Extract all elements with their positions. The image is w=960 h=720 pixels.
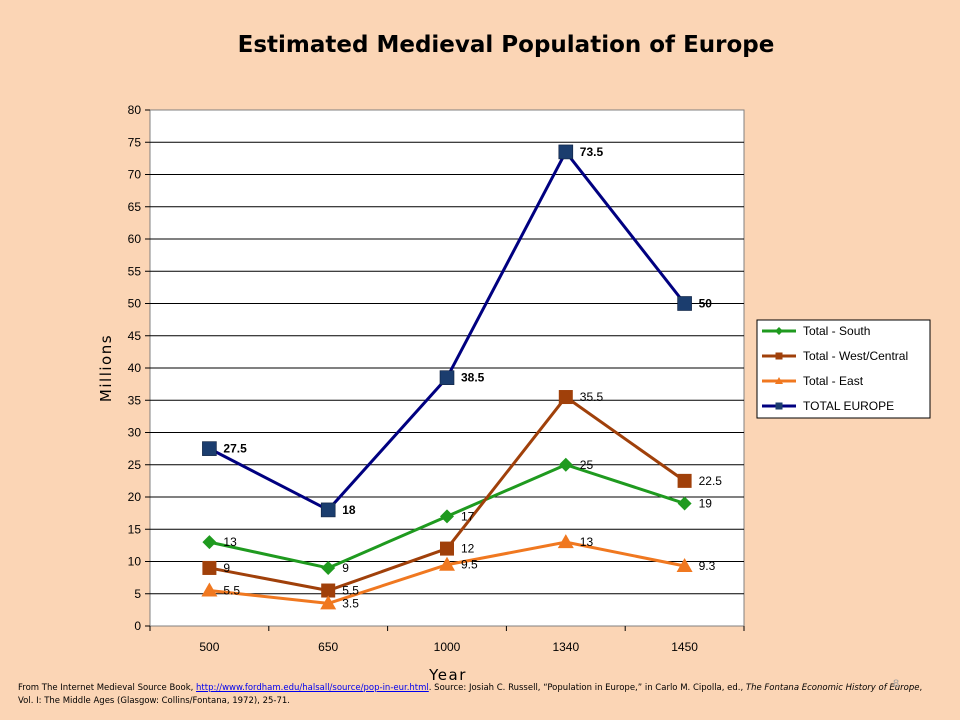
citation-suffix: , Vol. I: The Middle Ages (Glasgow: Coll… <box>18 683 923 706</box>
data-point <box>321 560 336 575</box>
y-tick-label: 15 <box>128 522 142 536</box>
x-tick-label: 650 <box>318 640 338 654</box>
x-axis-title: Year <box>428 666 467 684</box>
legend-label: Total - West/Central <box>803 349 908 363</box>
series-total-west-central <box>202 390 692 598</box>
y-tick-label: 0 <box>134 619 141 633</box>
y-tick-label: 80 <box>128 103 142 117</box>
data-point <box>677 496 692 511</box>
x-tick-label: 1340 <box>552 640 579 654</box>
data-label: 19 <box>699 496 713 510</box>
y-tick-label: 75 <box>128 135 142 149</box>
data-point <box>321 583 336 598</box>
y-tick-label: 30 <box>128 426 142 440</box>
data-label: 73.5 <box>580 145 604 159</box>
x-tick-label: 1000 <box>434 640 461 654</box>
data-label: 12 <box>461 542 475 556</box>
data-point <box>440 509 454 524</box>
chart-title: Estimated Medieval Population of Europe <box>237 32 775 58</box>
data-label: 13 <box>580 535 594 549</box>
data-point <box>439 556 455 571</box>
y-tick-label: 20 <box>128 490 142 504</box>
data-label: 38.5 <box>461 371 485 385</box>
data-label: 5.5 <box>342 584 359 598</box>
legend: Total - South Total - West/Central Total -… <box>756 319 931 419</box>
y-tick-label: 40 <box>128 361 142 375</box>
data-label: 27.5 <box>223 442 247 456</box>
y-tick-label: 35 <box>128 393 142 407</box>
y-tick-label: 5 <box>134 587 141 601</box>
y-tick-label: 10 <box>128 555 142 569</box>
y-axis-title: Millions <box>97 334 115 402</box>
citation-middle: . Source: Josiah C. Russell, “Population… <box>428 683 746 693</box>
data-label: 9 <box>223 561 230 575</box>
data-point <box>677 296 692 311</box>
series-total-europe <box>202 144 692 518</box>
y-tick-label: 70 <box>128 168 142 182</box>
series-total-south <box>202 457 692 575</box>
legend-marker <box>775 377 783 384</box>
y-tick-label: 45 <box>128 329 142 343</box>
data-label: 9.3 <box>699 559 716 573</box>
data-point <box>558 390 573 405</box>
data-label: 22.5 <box>699 474 723 488</box>
page-number: 8 <box>893 678 900 690</box>
legend-marker <box>775 327 783 335</box>
data-point <box>676 558 693 573</box>
data-point <box>202 535 217 550</box>
data-label: 35.5 <box>580 390 604 404</box>
y-tick-label: 25 <box>128 458 142 472</box>
data-point <box>440 541 454 556</box>
data-label: 13 <box>223 535 237 549</box>
data-label: 18 <box>342 503 356 517</box>
data-label: 9.5 <box>461 558 478 572</box>
data-point <box>202 441 217 456</box>
source-link[interactable]: http://www.fordham.edu/halsall/source/po… <box>196 683 429 693</box>
source-citation: From The Internet Medieval Source Book, … <box>18 682 938 708</box>
data-point <box>557 534 574 549</box>
data-point <box>439 370 455 385</box>
legend-label: TOTAL EUROPE <box>803 399 894 413</box>
y-tick-label: 55 <box>128 264 142 278</box>
data-label: 50 <box>699 297 713 311</box>
y-tick-label: 50 <box>128 297 142 311</box>
data-labels: 13917251995.51235.522.55.53.59.5139.327.… <box>223 145 723 610</box>
data-point <box>201 582 218 597</box>
data-point <box>558 144 574 160</box>
citation-book-title: The Fontana Economic History of Europe <box>745 683 920 693</box>
x-tick-label: 1450 <box>671 640 698 654</box>
data-point <box>320 502 336 518</box>
legend-label: Total - South <box>803 324 870 338</box>
data-label: 25 <box>580 458 594 472</box>
data-point <box>202 560 217 575</box>
data-label: 5.5 <box>223 584 240 598</box>
citation-prefix: From The Internet Medieval Source Book, <box>18 683 197 693</box>
x-axis-ticks: 500 650 1000 1340 1450 <box>149 626 745 654</box>
data-label: 17 <box>461 509 475 523</box>
y-tick-label: 65 <box>128 200 142 214</box>
legend-marker <box>775 352 783 360</box>
x-tick-label: 500 <box>199 640 219 654</box>
gridlines <box>150 141 744 595</box>
data-point <box>558 457 573 472</box>
data-label: 3.5 <box>342 596 359 610</box>
data-point <box>677 473 692 488</box>
y-axis-ticks: 0 5 10 15 20 25 30 35 40 45 50 55 60 65 70 75 80 <box>128 103 150 633</box>
data-label: 9 <box>342 561 349 575</box>
series <box>201 144 693 610</box>
legend-box <box>756 319 931 419</box>
data-point <box>320 595 337 610</box>
y-tick-label: 60 <box>128 232 142 246</box>
legend-marker <box>775 402 783 410</box>
series-total-east <box>201 534 693 610</box>
legend-label: Total - East <box>803 374 864 388</box>
